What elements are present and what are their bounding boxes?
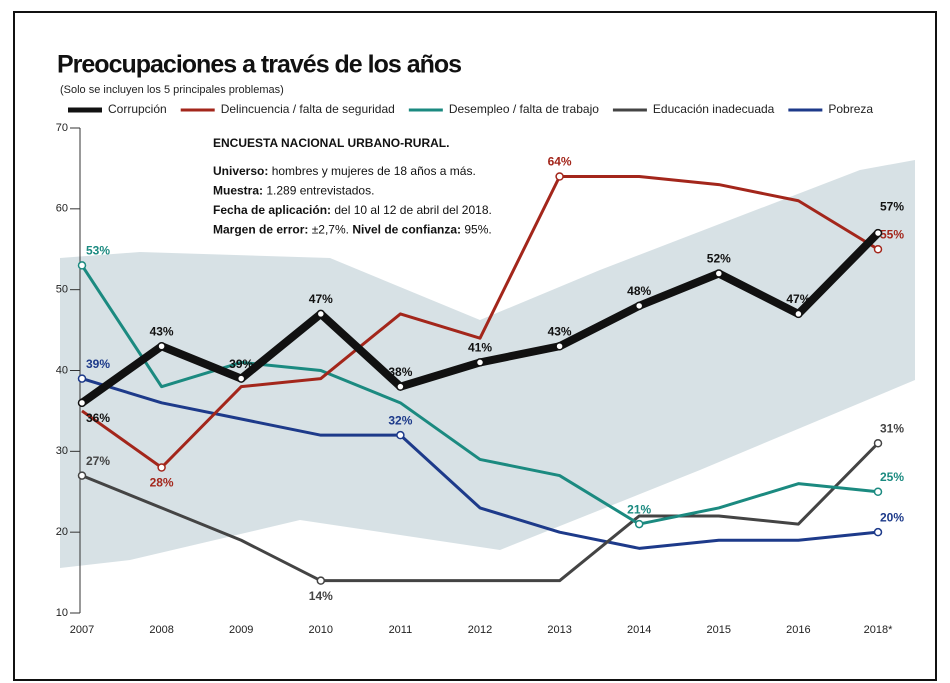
x-tick-label: 2011	[389, 624, 413, 636]
value-label: 55%	[880, 227, 904, 241]
point	[636, 302, 643, 309]
value-label: 31%	[880, 421, 904, 435]
value-label: 21%	[627, 502, 651, 516]
survey-line: Fecha de aplicación: del 10 al 12 de abr…	[213, 203, 492, 217]
survey-text: hombres y mujeres de 18 años a más.	[268, 164, 475, 178]
point	[556, 343, 563, 350]
survey-box: ENCUESTA NACIONAL URBANO-RURAL. Universo:…	[213, 136, 492, 237]
point	[158, 343, 165, 350]
survey-line: Muestra: 1.289 entrevistados.	[213, 184, 374, 198]
value-label: 39%	[229, 357, 253, 371]
point	[79, 262, 86, 269]
point	[238, 375, 245, 382]
y-tick-label: 30	[56, 445, 68, 457]
value-label: 43%	[548, 324, 572, 338]
value-label: 41%	[468, 341, 492, 355]
value-label: 36%	[86, 411, 110, 425]
survey-label: Muestra:	[213, 184, 263, 198]
x-tick-label: 2018*	[864, 624, 893, 636]
point	[875, 529, 882, 536]
survey-text: ±2,7%.	[308, 223, 352, 237]
value-label: 32%	[388, 413, 412, 427]
survey-text: 1.289 entrevistados.	[263, 184, 374, 198]
point	[875, 230, 882, 237]
point	[715, 270, 722, 277]
x-tick-label: 2016	[786, 624, 810, 636]
survey-label: Fecha de aplicación:	[213, 203, 331, 217]
point	[875, 440, 882, 447]
legend-label: Pobreza	[828, 102, 873, 116]
survey-label: Margen de error:	[213, 223, 308, 237]
point	[875, 488, 882, 495]
survey-label: Universo:	[213, 164, 268, 178]
value-label: 64%	[548, 155, 572, 169]
point	[477, 359, 484, 366]
value-label: 48%	[627, 284, 651, 298]
value-label: 27%	[86, 454, 110, 468]
value-label: 39%	[86, 357, 110, 371]
value-label: 53%	[86, 244, 110, 258]
x-tick-label: 2015	[707, 624, 731, 636]
x-tick-label: 2008	[149, 624, 173, 636]
legend-label: Desempleo / falta de trabajo	[449, 102, 599, 116]
y-tick-label: 10	[56, 607, 68, 619]
point	[317, 310, 324, 317]
value-label: 14%	[309, 589, 333, 603]
y-tick-label: 50	[56, 284, 68, 296]
point	[875, 246, 882, 253]
point	[317, 577, 324, 584]
point	[79, 472, 86, 479]
legend-label: Corrupción	[108, 102, 167, 116]
x-tick-label: 2009	[229, 624, 253, 636]
value-label: 25%	[880, 470, 904, 484]
point	[556, 173, 563, 180]
survey-text: del 10 al 12 de abril del 2018.	[331, 203, 492, 217]
point	[79, 399, 86, 406]
value-label: 20%	[880, 510, 904, 524]
y-tick-label: 20	[56, 526, 68, 538]
point	[636, 521, 643, 528]
chart: Preocupaciones a través de los años (Sol…	[0, 0, 950, 683]
y-tick-label: 40	[56, 364, 68, 376]
legend-label: Delincuencia / falta de seguridad	[221, 102, 395, 116]
survey-text: 95%.	[461, 223, 492, 237]
point	[397, 432, 404, 439]
x-tick-label: 2007	[70, 624, 94, 636]
survey-line: Margen de error: ±2,7%. Nivel de confian…	[213, 223, 492, 237]
value-label: 47%	[309, 292, 333, 306]
y-tick-label: 60	[56, 203, 68, 215]
point	[79, 375, 86, 382]
x-tick-label: 2014	[627, 624, 651, 636]
survey-title: ENCUESTA NACIONAL URBANO-RURAL.	[213, 136, 449, 150]
value-label: 43%	[150, 324, 174, 338]
x-tick-label: 2013	[547, 624, 571, 636]
value-label: 52%	[707, 252, 731, 266]
survey-line: Universo: hombres y mujeres de 18 años a…	[213, 164, 476, 178]
x-tick-label: 2010	[309, 624, 333, 636]
value-label: 38%	[388, 365, 412, 379]
y-tick-label: 70	[56, 122, 68, 134]
value-label: 57%	[880, 199, 904, 213]
chart-subtitle: (Solo se incluyen los 5 principales prob…	[60, 84, 284, 96]
chart-title: Preocupaciones a través de los años	[57, 51, 461, 79]
point	[397, 383, 404, 390]
value-label: 47%	[786, 292, 810, 306]
legend-label: Educación inadecuada	[653, 102, 775, 116]
x-tick-label: 2012	[468, 624, 492, 636]
survey-label: Nivel de confianza:	[352, 223, 461, 237]
value-label: 28%	[150, 476, 174, 490]
point	[158, 464, 165, 471]
point	[795, 310, 802, 317]
